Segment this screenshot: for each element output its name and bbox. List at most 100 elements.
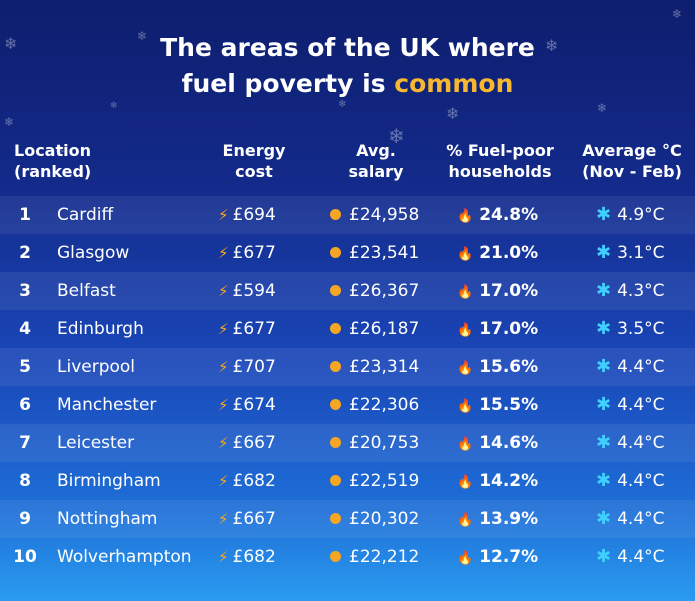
fuel-poor-percent: 14.2% xyxy=(479,471,539,491)
temperature-cell: ✱ 4.4°C xyxy=(596,386,665,424)
location-name: Cardiff xyxy=(57,205,114,225)
rank: 3 xyxy=(19,281,31,301)
avg-salary: £23,541 xyxy=(349,243,420,263)
average-temperature: 4.4°C xyxy=(617,395,665,415)
lightning-bolt-icon: ⚡ xyxy=(218,358,229,376)
snowflake-decoration-icon: ❄ xyxy=(4,34,18,53)
coin-icon xyxy=(330,475,341,486)
energy-cost-cell: ⚡ £667 xyxy=(218,500,276,538)
lightning-bolt-icon: ⚡ xyxy=(218,320,229,338)
table-header: Location (ranked) Energy cost Avg. salar… xyxy=(0,140,695,184)
avg-salary: £24,958 xyxy=(349,205,420,225)
energy-cost: £677 xyxy=(232,243,276,263)
title-line-1: The areas of the UK where xyxy=(160,33,535,62)
fuel-poor-percent: 12.7% xyxy=(479,547,539,567)
title-line-2: fuel poverty is common xyxy=(0,66,695,102)
temperature-cell: ✱ 4.4°C xyxy=(596,462,665,500)
fuel-poor-cell: 🔥 21.0% xyxy=(457,234,538,274)
header-energy-line2: cost xyxy=(235,162,273,181)
average-temperature: 4.3°C xyxy=(617,281,665,301)
avg-salary: £22,519 xyxy=(349,471,420,491)
fuel-poor-percent: 17.0% xyxy=(479,281,539,301)
fuel-poor-percent: 15.6% xyxy=(479,357,539,377)
temperature-cell: ✱ 4.4°C xyxy=(596,500,665,538)
flame-icon: 🔥 xyxy=(457,513,474,528)
fuel-poor-percent: 14.6% xyxy=(479,433,539,453)
salary-cell: £26,187 xyxy=(330,310,419,348)
average-temperature: 4.4°C xyxy=(617,509,665,529)
table-row: 3 Belfast ⚡ £594 £26,367 🔥 17.0% ✱ 4.3°C xyxy=(0,272,695,310)
salary-cell: £23,314 xyxy=(330,348,419,386)
table-row: 10 Wolverhampton ⚡ £682 £22,212 🔥 12.7% ✱ 4.4°C xyxy=(0,538,695,576)
temperature-cell: ✱ 4.3°C xyxy=(596,272,665,310)
snowflake-decoration-icon: ❄ xyxy=(55,143,66,157)
snowflake-decoration-icon: ❄ xyxy=(446,104,460,123)
location-name: Birmingham xyxy=(57,471,161,491)
salary-cell: £22,519 xyxy=(330,462,419,500)
header-energy-line1: Energy xyxy=(222,141,286,160)
salary-cell: £24,958 xyxy=(330,196,419,234)
snowflake-decoration-icon: ❄ xyxy=(597,101,608,115)
salary-cell: £20,753 xyxy=(330,424,419,462)
avg-salary: £22,212 xyxy=(349,547,420,567)
energy-cost: £682 xyxy=(232,547,276,567)
snowflake-decoration-icon: ❄ xyxy=(137,29,148,43)
fuel-poor-cell: 🔥 12.7% xyxy=(457,538,538,578)
flame-icon: 🔥 xyxy=(457,285,474,300)
fuel-poor-cell: 🔥 15.5% xyxy=(457,386,538,426)
energy-cost: £707 xyxy=(232,357,276,377)
flame-icon: 🔥 xyxy=(457,247,474,262)
header-salary: Avg. salary xyxy=(326,140,426,182)
table-row: 4 Edinburgh ⚡ £677 £26,187 🔥 17.0% ✱ 3.5°C xyxy=(0,310,695,348)
average-temperature: 3.5°C xyxy=(617,319,665,339)
lightning-bolt-icon: ⚡ xyxy=(218,434,229,452)
snowflake-decoration-icon: ❄ xyxy=(4,115,15,129)
fuel-poor-cell: 🔥 13.9% xyxy=(457,500,538,540)
table-row: 2 Glasgow ⚡ £677 £23,541 🔥 21.0% ✱ 3.1°C xyxy=(0,234,695,272)
flame-icon: 🔥 xyxy=(457,323,474,338)
location-name: Edinburgh xyxy=(57,319,144,339)
snowflake-decoration-icon: ❄ xyxy=(388,124,405,148)
table-row: 8 Birmingham ⚡ £682 £22,519 🔥 14.2% ✱ 4.4°C xyxy=(0,462,695,500)
fuel-poor-cell: 🔥 24.8% xyxy=(457,196,538,236)
energy-cost: £667 xyxy=(232,509,276,529)
location-name: Liverpool xyxy=(57,357,136,377)
coin-icon xyxy=(330,399,341,410)
header-salary-line2: salary xyxy=(348,162,404,181)
energy-cost: £677 xyxy=(232,319,276,339)
header-temperature-line1: Average °C xyxy=(582,141,682,160)
lightning-bolt-icon: ⚡ xyxy=(218,396,229,414)
title-line-2-prefix: fuel poverty is xyxy=(181,69,395,98)
fuel-poor-cell: 🔥 14.2% xyxy=(457,462,538,502)
average-temperature: 4.9°C xyxy=(617,205,665,225)
rank: 2 xyxy=(19,243,31,263)
fuel-poor-cell: 🔥 17.0% xyxy=(457,310,538,350)
rank: 5 xyxy=(19,357,31,377)
header-location-line1: Location xyxy=(14,141,91,160)
coin-icon xyxy=(330,437,341,448)
energy-cost-cell: ⚡ £594 xyxy=(218,272,276,310)
energy-cost-cell: ⚡ £682 xyxy=(218,462,276,500)
coin-icon xyxy=(330,323,341,334)
avg-salary: £23,314 xyxy=(349,357,420,377)
header-fuel-poor-line2: households xyxy=(448,162,552,181)
rank: 9 xyxy=(19,509,31,529)
location-name: Leicester xyxy=(57,433,135,453)
snowflake-icon: ✱ xyxy=(596,204,612,225)
location-name: Belfast xyxy=(57,281,116,301)
flame-icon: 🔥 xyxy=(457,209,474,224)
rank: 10 xyxy=(13,547,37,567)
average-temperature: 4.4°C xyxy=(617,357,665,377)
rank: 8 xyxy=(19,471,31,491)
salary-cell: £22,212 xyxy=(330,538,419,576)
snowflake-decoration-icon: ❄ xyxy=(110,101,118,111)
header-energy: Energy cost xyxy=(204,140,304,182)
header-fuel-poor: % Fuel-poor households xyxy=(434,140,566,182)
snowflake-decoration-icon: ❄ xyxy=(338,99,347,110)
average-temperature: 4.4°C xyxy=(617,433,665,453)
fuel-poor-cell: 🔥 17.0% xyxy=(457,272,538,312)
lightning-bolt-icon: ⚡ xyxy=(218,472,229,490)
avg-salary: £26,367 xyxy=(349,281,420,301)
fuel-poor-cell: 🔥 15.6% xyxy=(457,348,538,388)
fuel-poor-percent: 17.0% xyxy=(479,319,539,339)
